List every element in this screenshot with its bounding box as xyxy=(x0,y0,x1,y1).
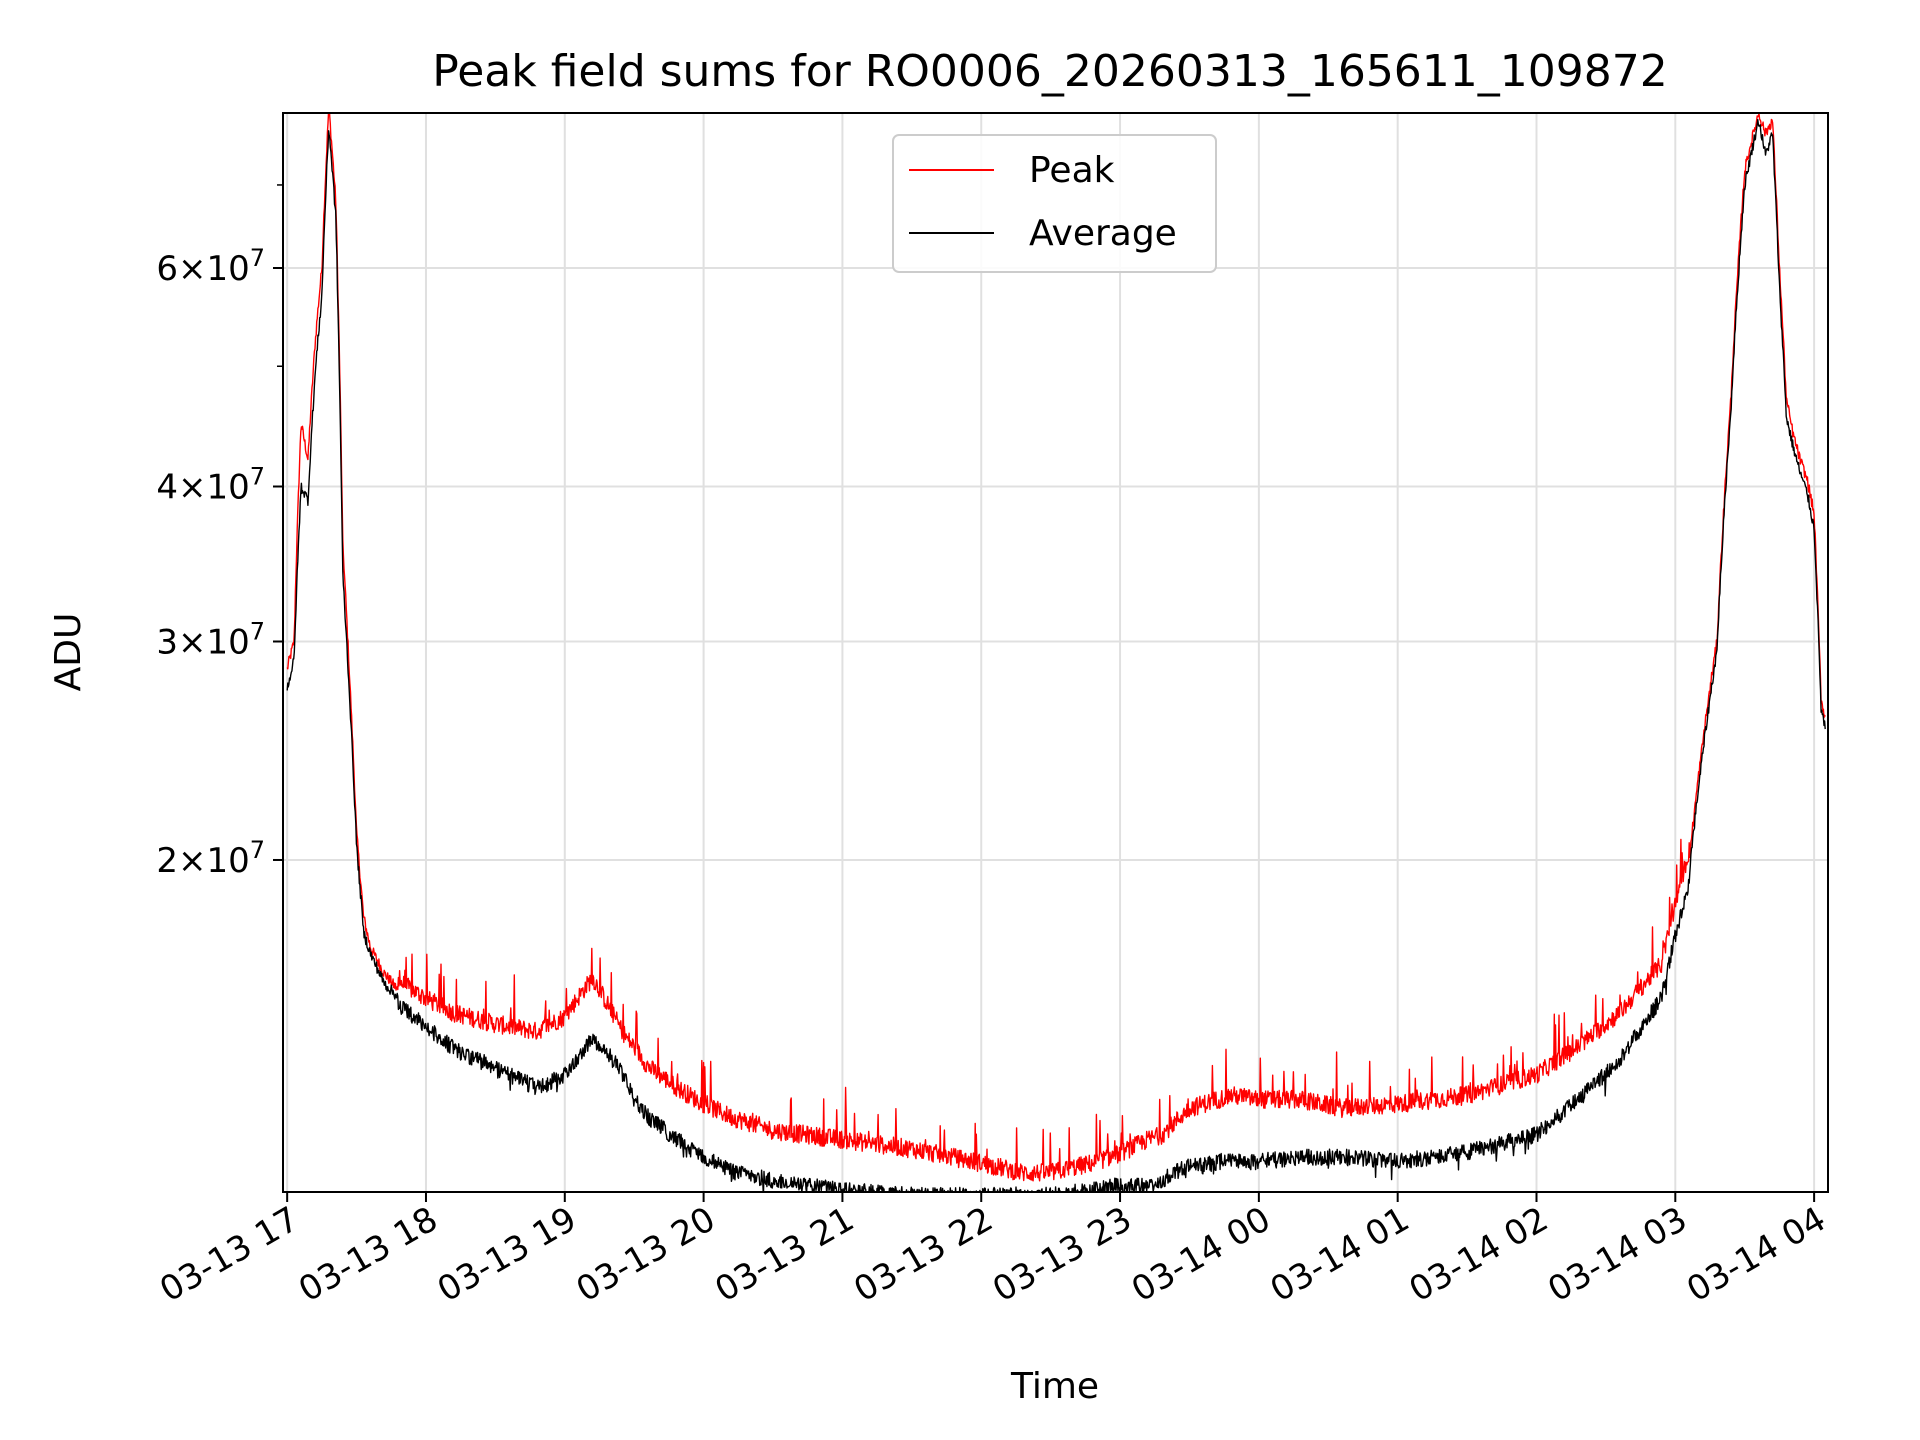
plot-frame xyxy=(282,112,1829,1193)
y-tick-label: 3×107 xyxy=(156,618,265,663)
y-axis-ticks: 2×107 3×107 4×107 6×107 xyxy=(156,184,283,881)
y-axis-label: ADU xyxy=(48,613,89,692)
legend-label-peak: Peak xyxy=(1029,150,1115,191)
grid xyxy=(283,113,1828,1192)
x-axis-label: Time xyxy=(1010,1366,1099,1407)
series-line-peak xyxy=(286,113,1826,1182)
legend-label-average: Average xyxy=(1029,213,1177,254)
legend: Peak Average xyxy=(892,134,1217,273)
chart-title: Peak field sums for RO0006_20260313_1656… xyxy=(432,46,1668,97)
y-tick-label: 6×107 xyxy=(156,244,265,289)
series-line-average xyxy=(286,118,1826,1192)
y-tick-label: 4×107 xyxy=(156,462,265,507)
y-tick-label: 2×107 xyxy=(156,836,265,881)
series-group xyxy=(286,113,1826,1192)
